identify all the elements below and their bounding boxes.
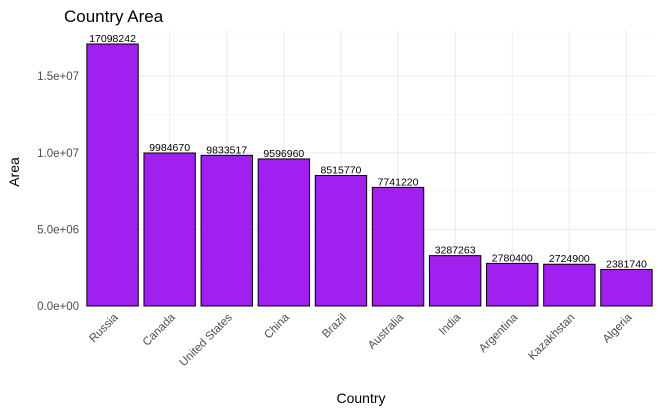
- data-label: 2724900: [549, 253, 590, 265]
- x-tick-label: Kazakhstan: [526, 312, 577, 363]
- x-tick-label: China: [262, 311, 292, 341]
- data-label: 8515770: [321, 165, 362, 177]
- chart-title: Country Area: [64, 7, 164, 26]
- y-tick-label: 0.0e+00: [37, 301, 79, 313]
- bar: [86, 43, 139, 307]
- y-axis-ticks: 0.0e+00 5.0e+06 1.0e+07 1.5e+07: [37, 71, 79, 313]
- x-axis-ticks: Russia Canada United States China Brazil Aust…: [87, 311, 635, 369]
- bar: [200, 154, 253, 307]
- bar: [428, 255, 482, 307]
- x-tick-label: United States: [178, 311, 235, 368]
- bar: [314, 175, 368, 307]
- x-tick-label: Australia: [366, 311, 407, 352]
- x-tick-label: India: [437, 311, 464, 338]
- data-label: 9833517: [206, 144, 247, 156]
- data-label: 17098242: [89, 33, 136, 45]
- y-tick-label: 5.0e+06: [37, 224, 79, 236]
- x-tick-label: Algeria: [601, 311, 635, 345]
- bar: [257, 158, 311, 307]
- y-tick-label: 1.5e+07: [37, 71, 79, 83]
- y-axis-title: Area: [6, 157, 22, 187]
- data-label: 3287263: [435, 245, 476, 257]
- x-tick-label: Brazil: [320, 312, 349, 341]
- data-labels: 17098242 9984670 9833517 9596960 8515770 7741…: [89, 33, 647, 271]
- bar: [486, 262, 539, 307]
- y-tick-label: 1.0e+07: [37, 148, 79, 160]
- x-tick-label: Russia: [87, 311, 121, 345]
- data-label: 2780400: [492, 252, 533, 264]
- x-axis-title: Country: [336, 390, 385, 406]
- bar: [600, 269, 653, 307]
- bar: [371, 186, 425, 307]
- bars: [86, 43, 653, 307]
- data-label: 9596960: [263, 148, 304, 160]
- x-tick-label: Argentina: [477, 311, 521, 355]
- bar: [543, 263, 596, 307]
- x-tick-label: Canada: [141, 311, 178, 348]
- data-label: 7741220: [378, 176, 419, 188]
- data-label: 9984670: [149, 142, 190, 154]
- data-label: 2381740: [606, 259, 647, 271]
- bar: [143, 152, 196, 307]
